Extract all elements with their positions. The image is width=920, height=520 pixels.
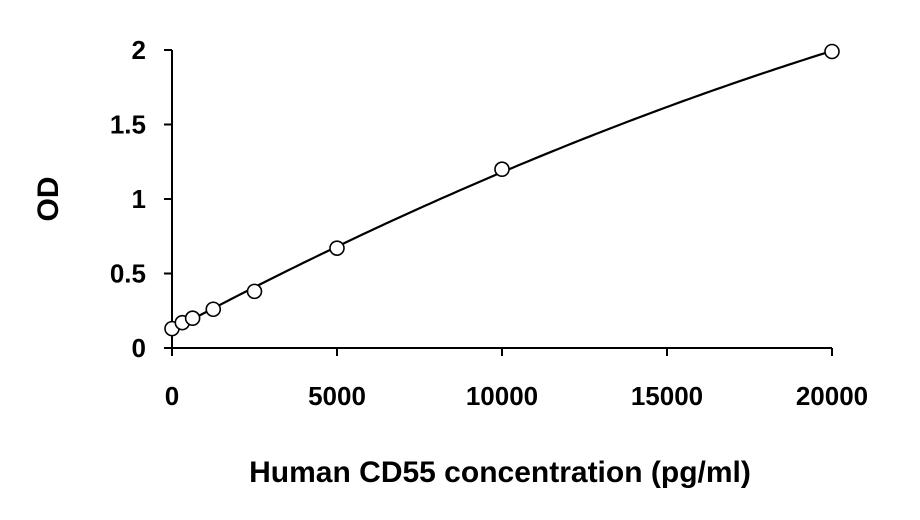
x-tick-label: 10000 <box>466 381 538 411</box>
data-point <box>184 310 201 327</box>
x-tick-label: 20000 <box>796 381 868 411</box>
data-point <box>824 43 840 60</box>
x-tick-label: 15000 <box>631 381 703 411</box>
y-tick-label: 1 <box>132 184 146 214</box>
y-tick-label: 2 <box>132 35 146 65</box>
data-point <box>329 240 345 256</box>
trend-line <box>171 49 833 332</box>
y-tick-label: 0.5 <box>110 259 146 289</box>
data-point <box>205 301 222 318</box>
y-tick-label: 0 <box>132 333 146 363</box>
y-axis-ticks: 0 0.5 1 1.5 2 <box>110 35 172 363</box>
x-axis-title: Human CD55 concentration (pg/ml) <box>249 456 751 489</box>
y-tick-label: 1.5 <box>110 110 146 140</box>
data-points <box>164 43 840 337</box>
axes <box>171 50 832 349</box>
x-tick-label: 5000 <box>308 381 366 411</box>
data-point <box>494 161 510 177</box>
x-axis-ticks: 0 5000 10000 15000 20000 <box>165 348 868 411</box>
x-tick-label: 0 <box>165 381 179 411</box>
y-axis-title: OD <box>32 177 65 222</box>
data-point <box>246 283 263 300</box>
